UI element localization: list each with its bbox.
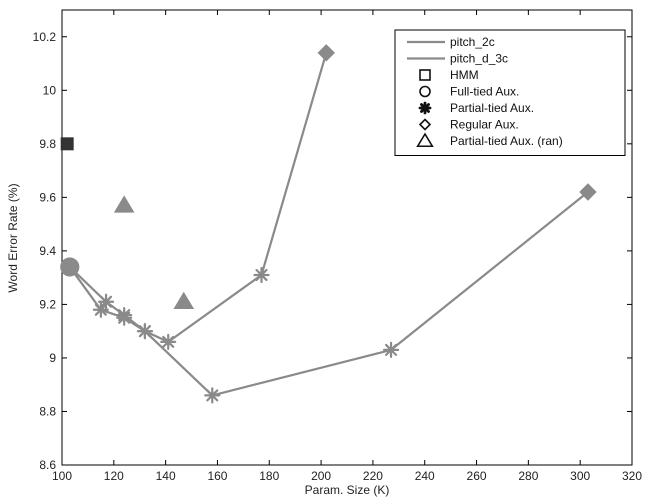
y-tick-label: 9 [49, 351, 56, 365]
x-tick-label: 300 [570, 469, 590, 483]
x-tick-label: 100 [52, 469, 72, 483]
x-axis-title: Param. Size (K) [305, 483, 390, 497]
standalone-point [60, 137, 74, 151]
standalone-point [113, 195, 135, 213]
data-point [136, 323, 154, 340]
data-point [253, 266, 270, 284]
x-tick-label: 180 [259, 469, 279, 483]
y-tick-label: 10.2 [33, 30, 57, 44]
plot-frame [61, 9, 633, 466]
y-tick-label: 9.2 [39, 297, 56, 311]
x-tick-label: 320 [622, 469, 642, 483]
x-tick-label: 220 [363, 469, 383, 483]
legend: pitch_2c pitch_d_3c HMM Full-tied Aux. Parti… [394, 29, 626, 156]
y-axis: 8.6 8.8 9 9.2 9.4 9.6 9.8 10 10.2 [33, 30, 632, 472]
legend-box [394, 29, 626, 156]
x-tick-label: 160 [207, 469, 227, 483]
data-markers [60, 44, 597, 404]
data-point [579, 183, 597, 201]
x-tick-label: 140 [156, 469, 176, 483]
legend-label: Regular Aux. [450, 118, 519, 132]
legend-marker-swatch [418, 118, 432, 131]
y-axis-title: Word Error Rate (%) [6, 183, 20, 292]
legend-label: Partial-tied Aux. (ran) [450, 134, 563, 148]
data-point [204, 387, 221, 404]
x-tick-label: 260 [467, 469, 487, 483]
data-point [160, 333, 177, 350]
x-tick-label: 120 [104, 469, 124, 483]
data-point [116, 309, 133, 326]
y-tick-label: 9.8 [39, 137, 56, 151]
series-line [68, 191, 589, 397]
legend-label: HMM [450, 68, 479, 82]
y-tick-label: 8.8 [39, 404, 56, 418]
y-tick-label: 9.6 [39, 190, 56, 204]
legend-marker-swatch [416, 132, 434, 148]
x-tick-label: 280 [518, 469, 538, 483]
legend-marker-swatch [418, 101, 432, 115]
y-tick-label: 10 [43, 83, 57, 97]
y-tick-label: 9.4 [39, 244, 56, 258]
data-point [60, 257, 80, 277]
data-point [382, 341, 400, 359]
y-tick-label: 8.6 [39, 458, 56, 472]
x-tick-label: 240 [415, 469, 435, 483]
data-point [97, 293, 115, 310]
legend-label: pitch_d_3c [450, 52, 508, 66]
legend-label: Partial-tied Aux. [450, 101, 534, 115]
data-point [92, 301, 109, 318]
legend-marker-swatch [419, 85, 431, 98]
legend-marker-swatch [419, 69, 431, 81]
legend-label: Full-tied Aux. [450, 85, 519, 99]
data-point [317, 44, 335, 62]
standalone-point [173, 291, 195, 309]
legend-label: pitch_2c [450, 35, 495, 49]
x-axis: 100 120 140 160 180 200 220 240 260 280 300 320 [52, 10, 642, 483]
x-tick-label: 200 [311, 469, 331, 483]
